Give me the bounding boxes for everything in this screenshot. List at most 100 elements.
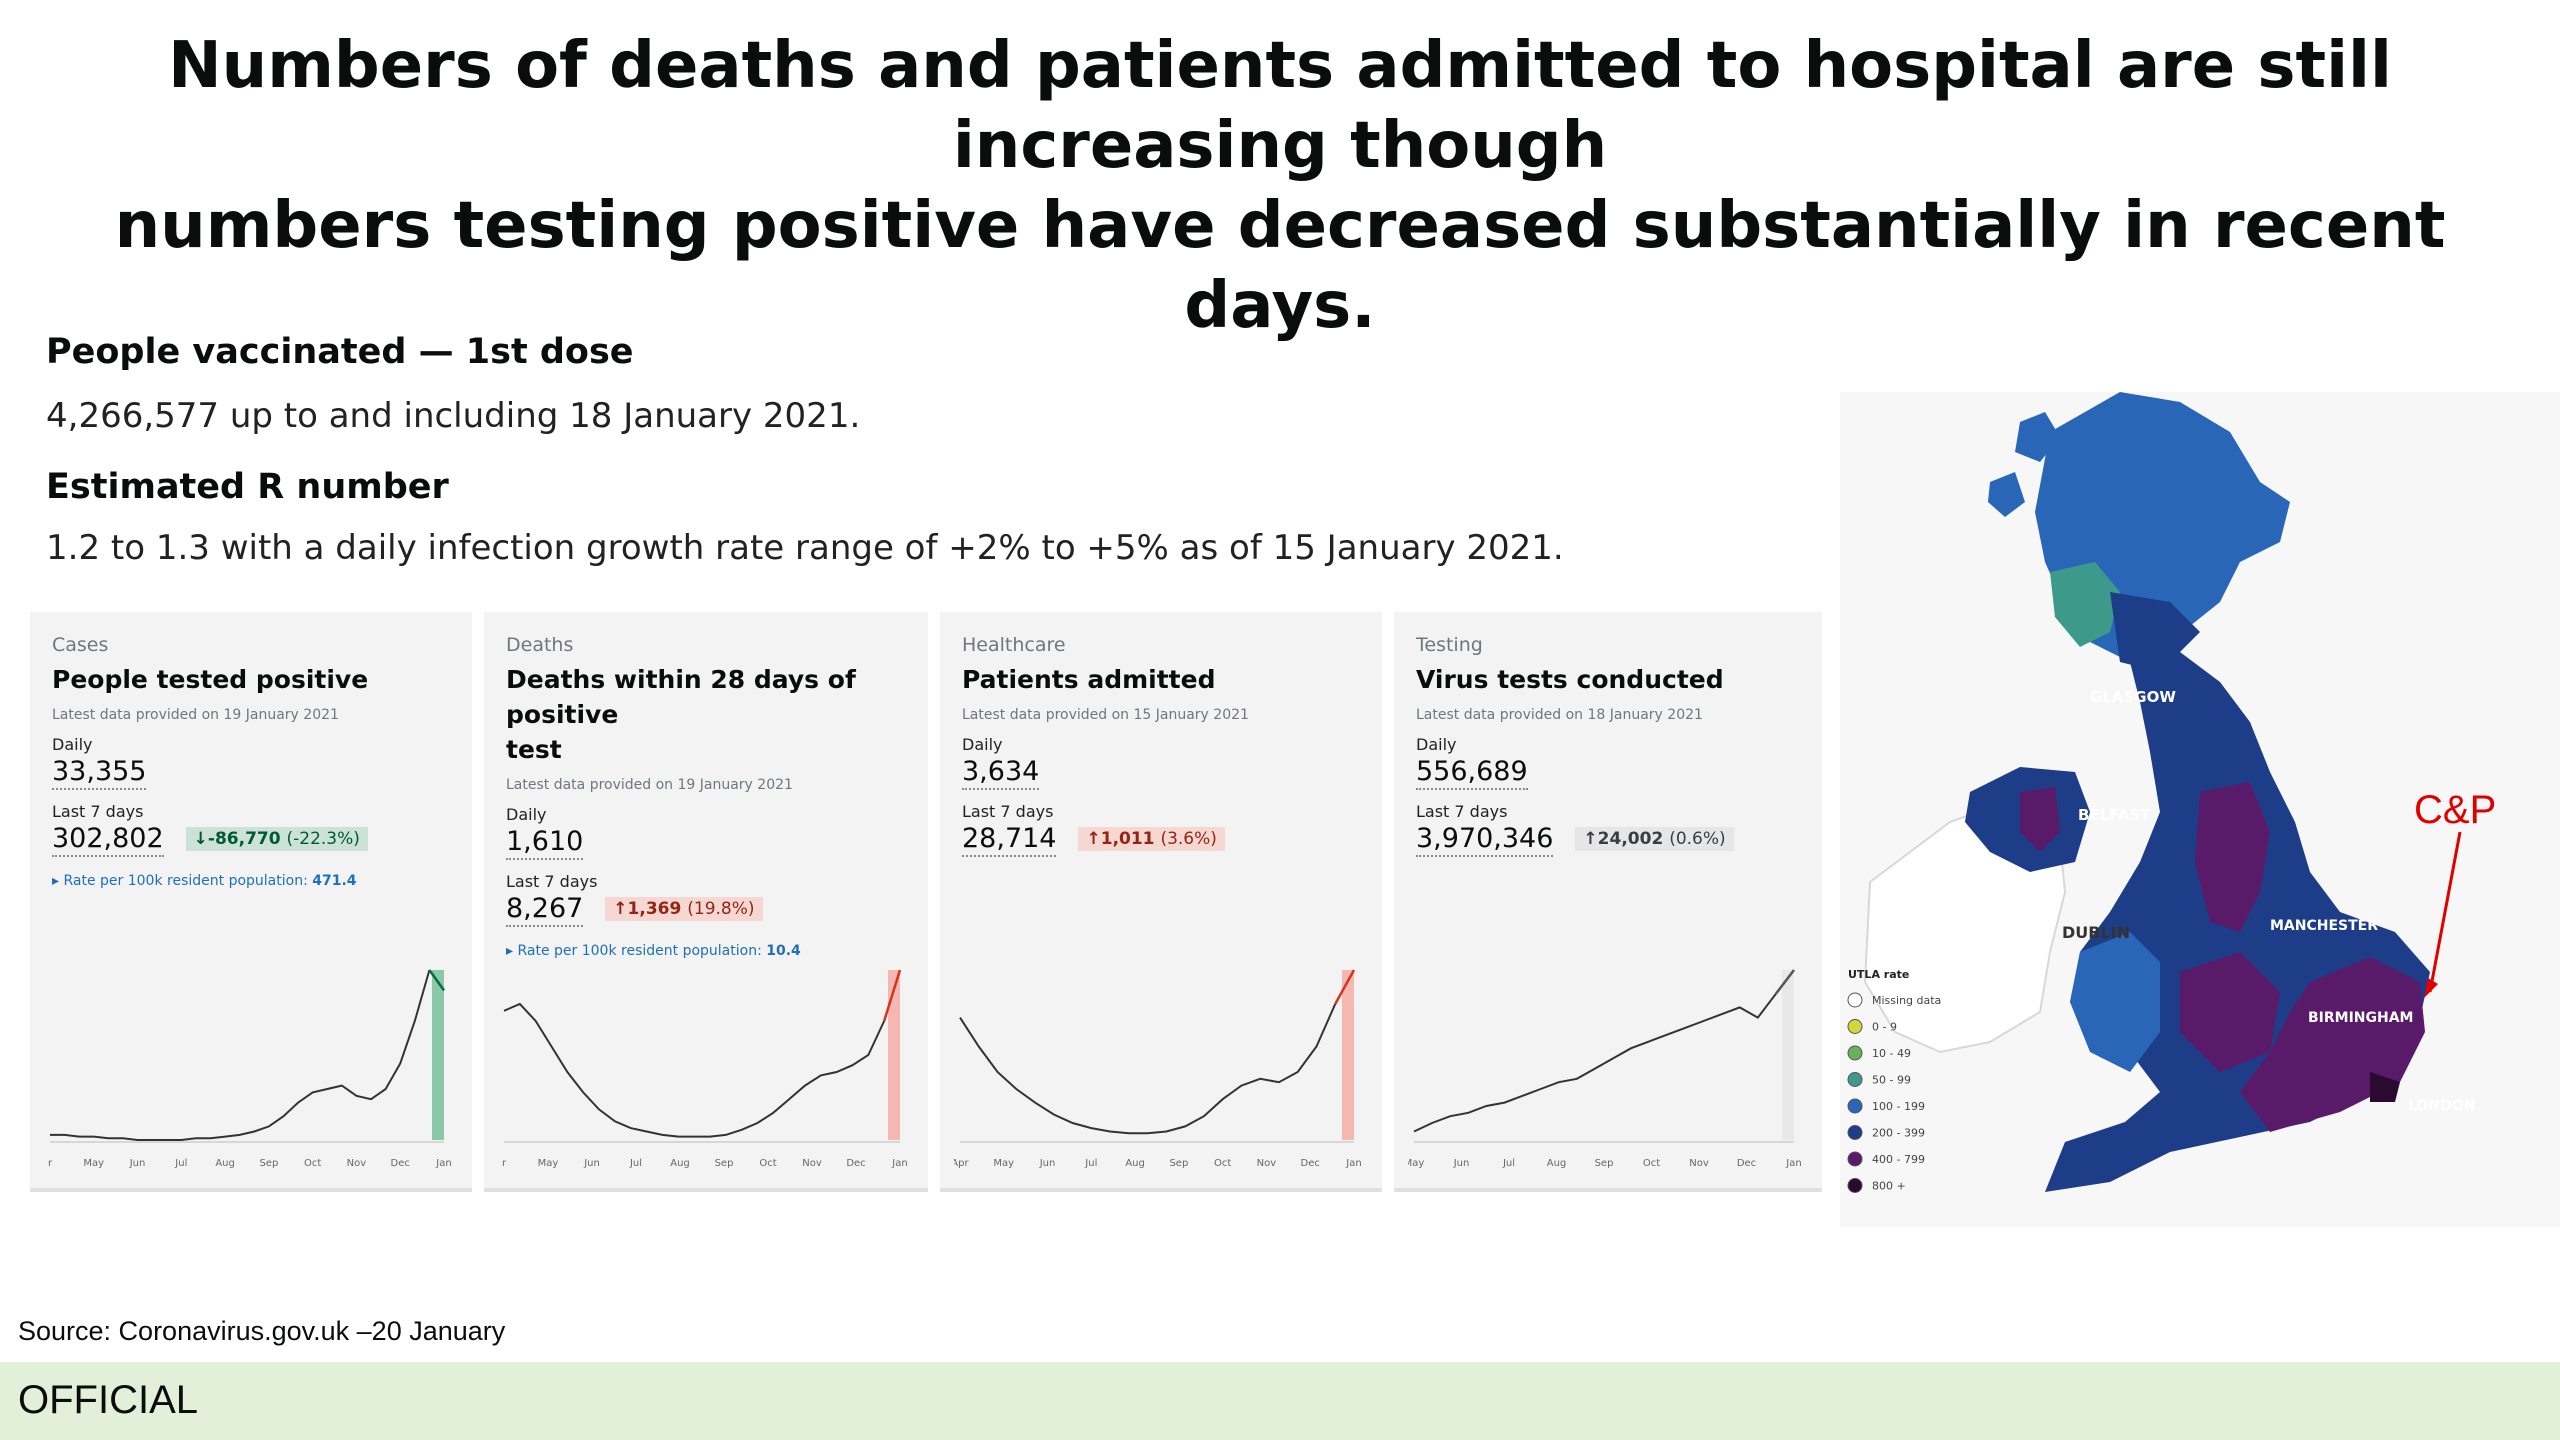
month-tick-label: Sep [1595,1158,1614,1169]
month-tick-label: May [83,1158,104,1169]
legend-label: 100 - 199 [1872,1100,1925,1113]
change-badge: ↑1,369 (19.8%) [605,897,763,921]
week-label: Last 7 days [962,802,1054,821]
week-label: Last 7 days [1416,802,1508,821]
card-title[interactable]: Patients admitted [962,665,1216,694]
arrow-up-icon: ↑ [1583,829,1598,849]
deaths-card[interactable]: Deaths Deaths within 28 days of positive… [484,612,928,1192]
midlands-purple-area [2180,952,2280,1072]
wales-shape [2070,932,2160,1072]
london-dark-area [2370,1072,2400,1102]
scottish-island-shape [1988,472,2025,517]
month-tick-label: Jun [1453,1158,1470,1169]
month-tick-label: Aug [670,1158,690,1169]
vaccinated-heading: People vaccinated — 1st dose [46,332,634,372]
month-tick-label: Aug [1547,1158,1567,1169]
annotation-arrow [2428,831,2462,993]
week-value: 28,714 [962,823,1057,857]
city-label-dublin: DUBLIN [2062,923,2130,942]
arrow-up-icon: ↑ [613,899,628,919]
cases-card[interactable]: Cases People tested positive Latest data… [30,612,472,1192]
month-tick-label: Jul [174,1158,187,1169]
month-tick-label: May [1408,1158,1424,1169]
legend-title: UTLA rate [1848,968,1909,981]
card-category: Deaths [506,634,574,656]
rate-toggle[interactable]: ▸ Rate per 100k resident population: 10.… [506,943,801,959]
month-tick-label: Dec [1737,1158,1756,1169]
legend-swatch [1847,1178,1863,1193]
month-tick-label: Aug [215,1158,235,1169]
month-tick-label: Nov [802,1158,822,1169]
card-category: Testing [1416,634,1483,656]
change-badge: ↑24,002 (0.6%) [1575,827,1734,851]
card-title[interactable]: People tested positive [52,665,369,694]
legend-label: 800 + [1872,1180,1906,1193]
legend-swatch [1847,1045,1863,1061]
week-label: Last 7 days [52,802,144,821]
card-category: Healthcare [962,634,1066,656]
slide-title: Numbers of deaths and patients admitted … [20,26,2540,346]
testing-card[interactable]: Testing Virus tests conducted Latest dat… [1394,612,1822,1192]
month-tick-label: r [48,1158,53,1169]
legend-swatch [1847,992,1863,1008]
month-tick-label: Jan [1785,1158,1801,1169]
map-legend: UTLA rate Missing data 0 - 9 10 - 49 50 - 9… [1847,968,1941,1193]
source-note: Source: Coronavirus.gov.uk –20 January [18,1316,506,1346]
title-line-1: Numbers of deaths and patients admitted … [168,29,2392,183]
latest-data-note: Latest data provided on 19 January 2021 [52,707,339,723]
trend-line-end [1334,969,1356,1005]
legend-label: 200 - 399 [1872,1127,1925,1140]
last-week-highlight [1782,970,1794,1140]
month-tick-label: Sep [259,1158,278,1169]
month-tick-label: Jun [129,1158,146,1169]
month-tick-label: r [502,1158,507,1169]
month-tick-label: Dec [391,1158,410,1169]
card-category: Cases [52,634,109,656]
trend-line-end [428,969,446,992]
trend-line [50,969,431,1141]
month-tick-label: Sep [715,1158,734,1169]
month-tick-label: Oct [1214,1158,1231,1169]
latest-data-note: Latest data provided on 19 January 2021 [506,777,793,793]
card-title[interactable]: Deaths within 28 days of positive test [506,665,856,764]
title-line-2: numbers testing positive have decreased … [114,189,2446,343]
vaccinated-text: 4,266,577 up to and including 18 January… [46,396,861,436]
trend-line [503,1002,886,1138]
arrow-up-icon: ↑ [1086,829,1101,849]
legend-swatch [1847,1125,1863,1140]
legend-label: 50 - 99 [1872,1074,1911,1087]
trend-line-end [882,969,902,1022]
tests-sparkline: May Jun Jul Aug Sep Oct Nov Dec Jan [1408,969,1802,1169]
deaths-sparkline: r May Jun Jul Aug Sep Oct Nov Dec Jan [502,969,908,1169]
daily-value: 1,610 [506,826,584,860]
month-tick-label: Jan [1345,1158,1361,1169]
uk-case-rate-map: GLASGOW BELFAST DUBLIN MANCHESTER BIRMIN… [1840,392,2560,1227]
rate-toggle[interactable]: ▸ Rate per 100k resident population: 471… [52,873,357,889]
month-tick-label: Sep [1169,1158,1188,1169]
city-label-belfast: BELFAST [2078,806,2151,824]
last-week-highlight [1342,970,1354,1140]
arrow-down-icon: ↓ [193,829,208,849]
daily-label: Daily [506,805,547,824]
change-badge: ↑1,011 (3.6%) [1078,827,1225,851]
scotland-green-area [2050,562,2120,647]
month-tick-label: Jan [891,1158,907,1169]
legend-label: 10 - 49 [1872,1047,1911,1060]
month-tick-label: Jun [1039,1158,1056,1169]
month-tick-label: Jul [1084,1158,1097,1169]
daily-value: 3,634 [962,756,1040,790]
footer-bar: OFFICIAL [0,1362,2560,1440]
month-tick-label: May [538,1158,559,1169]
month-tick-label: Nov [1257,1158,1277,1169]
cases-sparkline: r May Jun Jul Aug Sep Oct Nov Dec Jan [48,969,452,1169]
month-tick-label: Nov [347,1158,367,1169]
month-tick-label: Dec [1301,1158,1320,1169]
month-tick-label: Oct [304,1158,321,1169]
city-label-birmingham: BIRMINGHAM [2308,1010,2414,1026]
legend-swatch [1847,1019,1863,1034]
healthcare-card[interactable]: Healthcare Patients admitted Latest data… [940,612,1382,1192]
city-label-glasgow: GLASGOW [2090,688,2176,706]
r-number-text: 1.2 to 1.3 with a daily infection growth… [46,528,1564,568]
legend-swatch [1847,1072,1863,1087]
card-title[interactable]: Virus tests conducted [1416,665,1724,694]
